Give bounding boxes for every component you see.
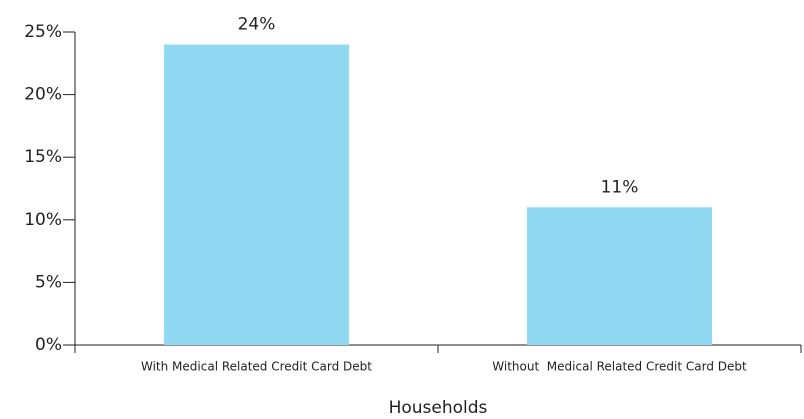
- x-tick-label: Without Medical Related Credit Card Debt: [492, 360, 747, 374]
- bar: [526, 207, 713, 345]
- x-tick-label: With Medical Related Credit Card Debt: [141, 360, 372, 374]
- bar: [163, 44, 350, 346]
- value-label: 24%: [238, 15, 276, 35]
- value-label: 11%: [601, 177, 639, 197]
- y-tick-label: 25%: [24, 22, 62, 42]
- y-tick-label: 20%: [24, 85, 62, 105]
- y-tick-label: 0%: [35, 335, 62, 355]
- x-axis-title: Households: [389, 398, 488, 418]
- y-tick-label: 5%: [35, 272, 62, 292]
- y-tick-label: 10%: [24, 210, 62, 230]
- y-tick-label: 15%: [24, 147, 62, 167]
